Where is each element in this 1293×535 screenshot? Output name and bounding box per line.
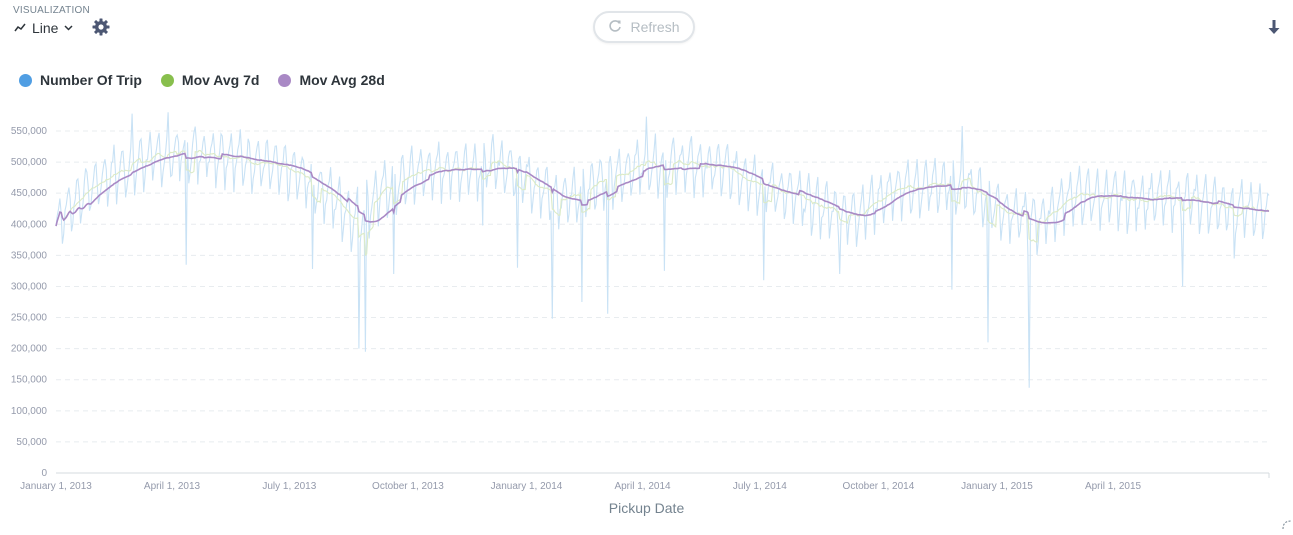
legend-dot [19, 73, 32, 87]
x-tick-label: January 1, 2014 [491, 481, 563, 492]
x-tick-label: October 1, 2013 [372, 481, 444, 492]
legend-item-number-of-trip[interactable]: Number Of Trip [19, 72, 142, 88]
y-tick-label: 150,000 [11, 375, 48, 386]
x-tick-label: April 1, 2015 [1085, 481, 1142, 492]
y-tick-label: 50,000 [16, 437, 47, 448]
y-tick-label: 550,000 [11, 126, 48, 137]
refresh-label: Refresh [630, 19, 680, 35]
chevron-down-icon [64, 25, 73, 31]
y-tick-label: 400,000 [11, 219, 48, 230]
series-line-mov-avg-7d [55, 149, 1270, 257]
gear-icon[interactable] [91, 17, 111, 37]
legend-dot [160, 73, 174, 87]
y-tick-label: 250,000 [11, 313, 48, 324]
legend-label: Number Of Trip [40, 72, 142, 88]
visualization-type-label: Line [32, 20, 59, 36]
download-icon[interactable] [1266, 19, 1282, 37]
y-tick-label: 300,000 [11, 281, 48, 292]
x-tick-label: April 1, 2014 [614, 481, 671, 492]
refresh-icon [608, 19, 622, 36]
y-tick-label: 0 [41, 468, 47, 479]
visualization-type-selector[interactable]: Line [14, 19, 73, 37]
x-axis-title: Pickup Date [608, 500, 685, 516]
chart-legend: Number Of Trip Mov Avg 7d Mov Avg 28d [19, 72, 385, 88]
y-tick-label: 100,000 [11, 406, 48, 417]
resize-handle-icon[interactable] [1282, 517, 1292, 530]
legend-item-mov-avg-28d[interactable]: Mov Avg 28d [278, 72, 385, 88]
x-tick-label: July 1, 2013 [262, 481, 316, 492]
x-tick-label: January 1, 2015 [961, 481, 1033, 492]
line-chart[interactable]: 0 50,000 100,000 150,000 200,000 250,000 300,0… [0, 100, 1293, 495]
legend-item-mov-avg-7d[interactable]: Mov Avg 7d [160, 72, 260, 88]
y-tick-label: 350,000 [11, 250, 48, 261]
series-line-number-of-trip [55, 112, 1270, 388]
y-tick-label: 450,000 [11, 188, 48, 199]
x-tick-label: October 1, 2014 [843, 481, 915, 492]
legend-dot [278, 73, 292, 87]
refresh-button[interactable]: Refresh [593, 11, 695, 43]
x-tick-label: April 1, 2013 [144, 481, 201, 492]
y-tick-label: 500,000 [11, 157, 48, 168]
y-tick-label: 200,000 [11, 344, 48, 355]
legend-label: Mov Avg 28d [299, 72, 385, 88]
legend-label: Mov Avg 7d [181, 72, 260, 88]
line-chart-icon [14, 23, 26, 33]
x-tick-label: January 1, 2013 [20, 481, 92, 492]
visualization-section-label: VISUALIZATION [13, 5, 90, 16]
x-tick-label: July 1, 2014 [733, 481, 787, 492]
series-line-mov-avg-28d [55, 152, 1270, 227]
